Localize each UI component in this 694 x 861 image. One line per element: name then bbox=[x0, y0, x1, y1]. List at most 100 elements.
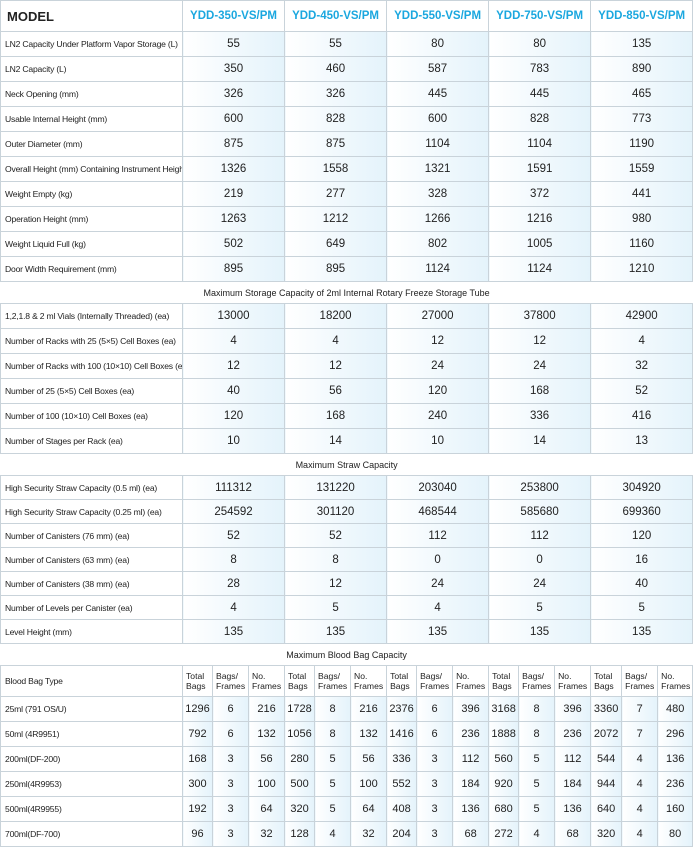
spec-value: 8 bbox=[181, 547, 286, 572]
spec-value: 372 bbox=[488, 181, 592, 207]
blood-bag-value: 320 bbox=[590, 821, 623, 847]
spec-value: 460 bbox=[284, 56, 388, 82]
row-label: Number of Stages per Rack (ea) bbox=[0, 428, 183, 454]
spec-row: Number of Canisters (63 mm) (ea) 8 8 0 0 16 bbox=[0, 547, 694, 572]
spec-value: 80 bbox=[488, 31, 592, 57]
spec-value: 585680 bbox=[488, 499, 592, 524]
spec-value: 1266 bbox=[386, 206, 490, 232]
blood-bag-value: 3 bbox=[212, 771, 249, 797]
sub-header: No. Frames bbox=[247, 665, 286, 697]
blood-bag-value: 680 bbox=[488, 796, 520, 822]
spec-value: 135 bbox=[590, 619, 694, 644]
spec-value: 1210 bbox=[590, 256, 694, 282]
blood-bag-row: 250ml(4R9953) 300 3 100 500 5 100 552 3 184 920 5 18… bbox=[0, 771, 694, 797]
blood-bag-row: 50ml (4R9951) 792 6 132 1056 8 132 1416 6 236 1888… bbox=[0, 721, 694, 747]
spec-value: 328 bbox=[386, 181, 490, 207]
row-label: Operation Height (mm) bbox=[0, 206, 183, 232]
model-name: YDD-850-VS/PM bbox=[590, 0, 694, 32]
blood-bag-value: 336 bbox=[386, 746, 418, 772]
spec-value: 465 bbox=[590, 81, 694, 107]
row-label: Level Height (mm) bbox=[0, 619, 183, 644]
blood-bag-value: 5 bbox=[518, 746, 556, 772]
spec-value: 14 bbox=[488, 428, 592, 454]
blood-bag-row: 500ml(4R9955) 192 3 64 320 5 64 408 3 136 680 5 136 6… bbox=[0, 796, 694, 822]
spec-value: 32 bbox=[590, 353, 694, 379]
blood-bag-value: 4 bbox=[518, 821, 556, 847]
row-label: 250ml(4R9953) bbox=[0, 771, 183, 797]
row-label: Weight Empty (kg) bbox=[0, 181, 183, 207]
blood-bag-value: 300 bbox=[182, 771, 213, 797]
blood-bag-value: 3 bbox=[212, 746, 249, 772]
spec-value: 441 bbox=[590, 181, 694, 207]
spec-value: 4 bbox=[284, 328, 388, 354]
spec-value: 416 bbox=[590, 403, 694, 429]
blood-bag-value: 192 bbox=[182, 796, 213, 822]
spec-row: Number of Canisters (76 mm) (ea) 52 52 112 1… bbox=[0, 523, 694, 548]
spec-row: Level Height (mm) 135 135 135 135 135 bbox=[0, 619, 694, 644]
blood-bag-value: 920 bbox=[488, 771, 520, 797]
sub-header: Total Bags bbox=[182, 665, 213, 697]
spec-value: 1558 bbox=[284, 156, 388, 182]
spec-value: 1104 bbox=[488, 131, 592, 157]
blood-bag-value: 4 bbox=[621, 746, 659, 772]
row-label: 25ml (791 OS/U) bbox=[0, 696, 183, 722]
blood-bag-value: 160 bbox=[657, 796, 694, 822]
section-title: Maximum Storage Capacity of 2ml Internal… bbox=[0, 281, 693, 304]
spec-value: 13000 bbox=[181, 303, 286, 329]
blood-bag-value: 640 bbox=[590, 796, 623, 822]
spec-value: 254592 bbox=[181, 499, 286, 524]
row-label: 500ml(4R9955) bbox=[0, 796, 183, 822]
spec-value: 120 bbox=[590, 523, 694, 548]
row-label: High Security Straw Capacity (0.5 ml) (e… bbox=[0, 475, 183, 500]
spec-value: 40 bbox=[181, 378, 286, 404]
spec-value: 240 bbox=[386, 403, 490, 429]
blood-bag-value: 32 bbox=[350, 821, 388, 847]
spec-value: 168 bbox=[284, 403, 388, 429]
spec-value: 112 bbox=[386, 523, 490, 548]
spec-value: 219 bbox=[181, 181, 286, 207]
blood-bag-value: 1416 bbox=[386, 721, 418, 747]
blood-bag-value: 3 bbox=[212, 821, 249, 847]
spec-value: 326 bbox=[284, 81, 388, 107]
blood-bag-value: 3360 bbox=[590, 696, 623, 722]
blood-bag-value: 8 bbox=[314, 721, 352, 747]
spec-value: 895 bbox=[284, 256, 388, 282]
row-label: Neck Opening (mm) bbox=[0, 81, 183, 107]
blood-bag-value: 204 bbox=[386, 821, 418, 847]
spec-value: 326 bbox=[181, 81, 286, 107]
blood-bag-value: 80 bbox=[657, 821, 694, 847]
spec-value: 8 bbox=[284, 547, 388, 572]
spec-value: 120 bbox=[386, 378, 490, 404]
spec-value: 135 bbox=[386, 619, 490, 644]
blood-bag-value: 560 bbox=[488, 746, 520, 772]
sub-header: Bags/ Frames bbox=[212, 665, 249, 697]
blood-bag-value: 1888 bbox=[488, 721, 520, 747]
blood-bag-value: 136 bbox=[657, 746, 694, 772]
spec-row: High Security Straw Capacity (0.5 ml) (e… bbox=[0, 475, 694, 500]
spec-value: 336 bbox=[488, 403, 592, 429]
section-title: Maximum Straw Capacity bbox=[0, 453, 693, 476]
spec-value: 773 bbox=[590, 106, 694, 132]
blood-bag-value: 6 bbox=[212, 721, 249, 747]
row-label: Outer Diameter (mm) bbox=[0, 131, 183, 157]
row-label: LN2 Capacity Under Platform Vapor Storag… bbox=[0, 31, 183, 57]
blood-bag-value: 96 bbox=[182, 821, 213, 847]
spec-row: Weight Liquid Full (kg) 502 649 802 1005 1160 bbox=[0, 231, 694, 257]
blood-bag-value: 64 bbox=[350, 796, 388, 822]
spec-row: Number of 100 (10×10) Cell Boxes (ea) 120… bbox=[0, 403, 694, 429]
spec-value: 120 bbox=[181, 403, 286, 429]
spec-value: 40 bbox=[590, 571, 694, 596]
spec-value: 1160 bbox=[590, 231, 694, 257]
spec-row: Usable Internal Height (mm) 600 828 600 828 7… bbox=[0, 106, 694, 132]
spec-row: LN2 Capacity (L) 350 460 587 783 890 bbox=[0, 56, 694, 82]
spec-value: 301120 bbox=[284, 499, 388, 524]
spec-value: 203040 bbox=[386, 475, 490, 500]
spec-value: 135 bbox=[284, 619, 388, 644]
spec-value: 890 bbox=[590, 56, 694, 82]
spec-value: 0 bbox=[386, 547, 490, 572]
spec-value: 10 bbox=[386, 428, 490, 454]
spec-value: 4 bbox=[181, 595, 286, 620]
blood-bag-value: 296 bbox=[657, 721, 694, 747]
row-label: Weight Liquid Full (kg) bbox=[0, 231, 183, 257]
blood-bag-value: 112 bbox=[554, 746, 592, 772]
